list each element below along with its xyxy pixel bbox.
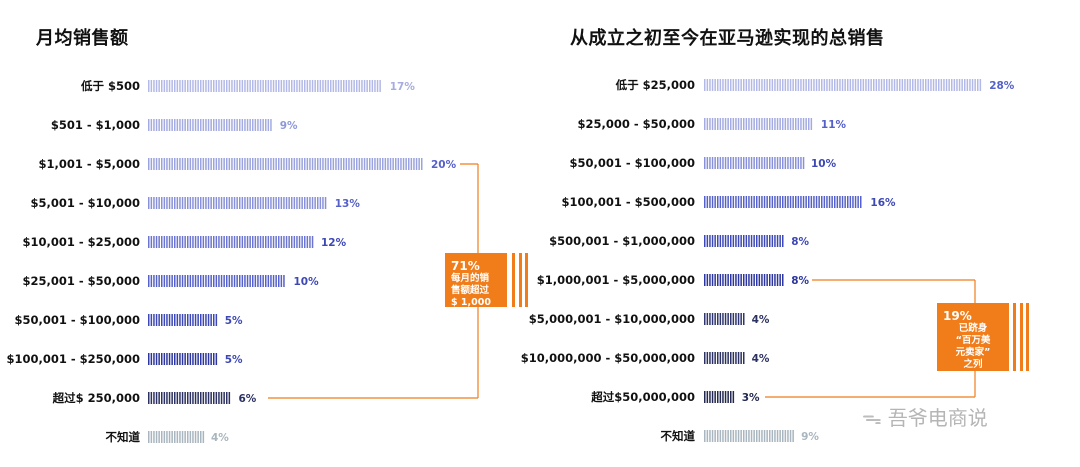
bar: [704, 391, 735, 403]
bar: [148, 236, 314, 248]
bar: [148, 158, 423, 170]
value-label: 10%: [811, 158, 837, 170]
value-label: 16%: [870, 197, 896, 209]
value-label: 20%: [431, 159, 457, 171]
callout-percent: 19%: [943, 309, 972, 323]
value-label: 17%: [390, 81, 416, 93]
value-label: 5%: [225, 354, 243, 366]
category-label: 低于 $25,000: [615, 78, 695, 92]
bar: [148, 431, 205, 443]
category-label: $1,000,001 - $5,000,000: [537, 273, 695, 287]
callout-monthly-over-1000: 71% 每月的销 售额超过 $ 1,000: [445, 253, 507, 308]
category-label: $501 - $1,000: [51, 118, 140, 132]
value-label: 4%: [752, 314, 770, 326]
category-label: 不知道: [661, 429, 696, 443]
callout-stripes-right: [1011, 303, 1031, 371]
value-label: 3%: [742, 392, 760, 404]
category-label: $100,001 - $500,000: [561, 195, 695, 209]
category-label: $25,000 - $50,000: [577, 117, 695, 131]
bar: [148, 80, 381, 92]
value-label: 6%: [239, 393, 257, 405]
category-label: $50,001 - $100,000: [14, 313, 140, 327]
watermark-text: 吾爷电商说: [887, 406, 988, 430]
bar: [704, 196, 862, 208]
category-label: $5,001 - $10,000: [30, 196, 140, 210]
value-label: 12%: [321, 237, 347, 249]
bar: [148, 275, 285, 287]
callout-text: 每月的销 售额超过 $ 1,000: [451, 273, 491, 308]
value-label: 8%: [791, 236, 809, 248]
bar: [148, 197, 327, 209]
value-label: 13%: [335, 198, 361, 210]
bar: [704, 118, 813, 130]
bar: [704, 157, 805, 169]
value-label: 8%: [791, 275, 809, 287]
category-label: 超过$50,000,000: [590, 390, 695, 404]
callout-stripes-left: [510, 253, 530, 307]
bar: [704, 313, 745, 325]
bar: [704, 235, 784, 247]
bar: [704, 352, 745, 364]
value-label: 4%: [211, 432, 229, 444]
bar: [148, 392, 231, 404]
bar: [704, 274, 784, 286]
value-label: 28%: [989, 80, 1015, 92]
category-label: $10,001 - $25,000: [22, 235, 140, 249]
value-label: 9%: [280, 120, 298, 132]
value-label: 10%: [294, 276, 320, 288]
callout-text: 已跻身 “百万美 元卖家” 之列: [955, 323, 991, 370]
value-label: 4%: [752, 353, 770, 365]
chart-title-total-sales: 从成立之初至今在亚马逊实现的总销售: [570, 28, 885, 49]
watermark: ᯓ 吾爷电商说: [862, 402, 988, 431]
value-label: 9%: [801, 431, 819, 443]
callout-percent: 71%: [451, 259, 480, 273]
category-label: $50,001 - $100,000: [569, 156, 695, 170]
bar: [148, 314, 218, 326]
value-label: 5%: [225, 315, 243, 327]
category-label: $5,000,001 - $10,000,000: [529, 312, 695, 326]
bar: [704, 430, 794, 442]
bar: [148, 353, 218, 365]
callout-million-dollar-sellers: 19% 已跻身 “百万美 元卖家” 之列: [937, 303, 1009, 371]
category-label: $25,001 - $50,000: [22, 274, 140, 288]
category-label: $500,001 - $1,000,000: [549, 234, 695, 248]
value-label: 11%: [821, 119, 847, 131]
category-label: $10,000,000 - $50,000,000: [521, 351, 695, 365]
category-label: 超过$ 250,000: [52, 391, 140, 405]
chart-title-monthly-sales: 月均销售额: [36, 28, 129, 49]
wechat-icon: ᯓ: [862, 405, 882, 429]
category-label: 不知道: [106, 430, 141, 444]
category-label: $1,001 - $5,000: [38, 157, 140, 171]
bar: [704, 79, 982, 91]
bar: [148, 119, 272, 131]
category-label: 低于 $500: [80, 79, 140, 93]
category-label: $100,001 - $250,000: [6, 352, 140, 366]
